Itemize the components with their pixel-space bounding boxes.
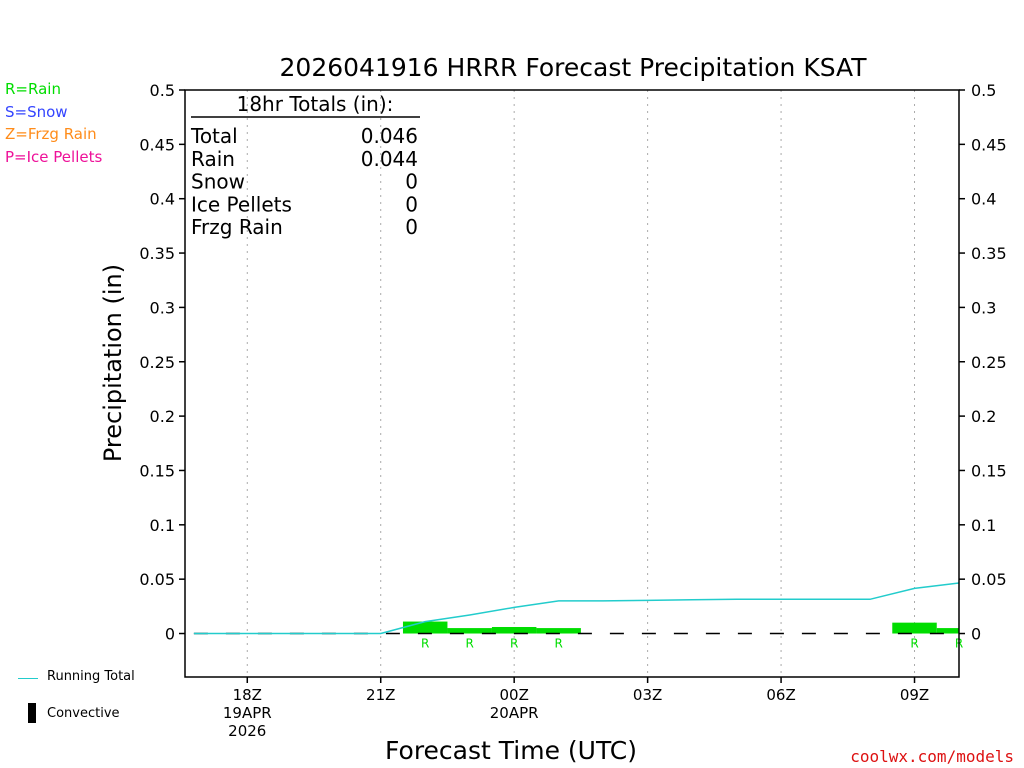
legend-ice-pellets: P=Ice Pellets — [5, 148, 103, 166]
precip-bar-3 — [536, 628, 581, 634]
type-marker-0: R — [421, 637, 429, 651]
convective-swatch — [28, 703, 36, 723]
y-axis-right: 0 0.05 0.1 0.15 0.2 0.25 0.3 0.35 0.4 0.45 0.5 — [959, 81, 1007, 644]
y-tick-label-left-0: 0 — [165, 625, 175, 644]
y-tick-label-left-5: 0.25 — [139, 353, 175, 372]
y-tick-label-left-1: 0.05 — [139, 570, 175, 589]
totals-heading: 18hr Totals (in): — [237, 92, 394, 116]
y-tick-label-left-6: 0.3 — [150, 298, 175, 317]
legend-running-total: Running Total — [47, 669, 135, 684]
running-total-line — [193, 582, 960, 635]
precip-bar-5 — [936, 628, 959, 634]
y-tick-label-left-4: 0.2 — [150, 407, 175, 426]
y-tick-label-left-8: 0.4 — [150, 190, 175, 209]
x-tick-label-5-0: 09Z — [900, 686, 929, 704]
legend-rain: R=Rain — [5, 80, 61, 98]
y-tick-label-right-10: 0.5 — [971, 81, 996, 100]
chart-title: 2026041916 HRRR Forecast Precipitation K… — [280, 53, 868, 82]
precip-bar-1 — [447, 628, 492, 634]
y-tick-label-right-1: 0.05 — [971, 570, 1007, 589]
y-tick-label-left-2: 0.1 — [150, 516, 175, 535]
totals-row-value-3: 0 — [405, 192, 418, 216]
legend-convective: Convective — [47, 706, 120, 721]
y-tick-label-left-9: 0.45 — [139, 135, 175, 154]
y-tick-label-right-0: 0 — [971, 625, 981, 644]
y-tick-label-right-9: 0.45 — [971, 135, 1007, 154]
totals-box: 18hr Totals (in): Total 0.046 Rain 0.044 Snow… — [190, 92, 420, 239]
running-total-swatch — [18, 678, 38, 679]
running-total-series — [193, 582, 960, 635]
x-axis-label: Forecast Time (UTC) — [385, 736, 637, 765]
x-tick-label-3-0: 03Z — [633, 686, 662, 704]
y-axis-label: Precipitation (in) — [99, 264, 127, 462]
y-tick-label-right-5: 0.25 — [971, 353, 1007, 372]
x-tick-label-1-0: 21Z — [366, 686, 395, 704]
totals-row-value-2: 0 — [405, 170, 418, 194]
plot-frame — [184, 89, 960, 678]
y-tick-label-right-3: 0.15 — [971, 461, 1007, 480]
totals-row-label-4: Frzg Rain — [191, 215, 283, 239]
credit-text: coolwx.com/models — [850, 747, 1014, 766]
y-tick-label-left-3: 0.15 — [139, 461, 175, 480]
legend-snow: S=Snow — [5, 103, 68, 121]
precip-bar-2 — [491, 626, 537, 634]
totals-row-value-1: 0.044 — [361, 147, 418, 171]
precip-bar-4 — [892, 622, 937, 634]
y-axis-left: 0 0.05 0.1 0.15 0.2 0.25 0.3 0.35 0.4 0.45 0.5 — [139, 81, 185, 644]
totals-row-label-1: Rain — [191, 147, 235, 171]
type-marker-4: R — [910, 637, 918, 651]
y-tick-label-left-7: 0.35 — [139, 244, 175, 263]
x-tick-label-2-0: 00Z — [499, 686, 528, 704]
x-tick-label-2-1: 20APR — [490, 704, 539, 722]
totals-row-value-0: 0.046 — [361, 124, 418, 148]
totals-row-value-4: 0 — [405, 215, 418, 239]
x-tick-label-0-0: 18Z — [233, 686, 262, 704]
totals-row-label-0: Total — [190, 124, 238, 148]
type-marker-1: R — [466, 637, 474, 651]
x-tick-label-4-0: 06Z — [766, 686, 795, 704]
totals-row-label-3: Ice Pellets — [191, 192, 292, 216]
type-marker-2: R — [510, 637, 518, 651]
y-tick-label-right-8: 0.4 — [971, 190, 996, 209]
y-tick-label-left-10: 0.5 — [150, 81, 175, 100]
type-marker-3: R — [554, 637, 562, 651]
precip-bars — [402, 621, 959, 634]
legend-frzg-rain: Z=Frzg Rain — [5, 125, 97, 143]
grid-lines — [246, 90, 916, 677]
precip-bar-0 — [402, 621, 448, 634]
y-tick-label-right-2: 0.1 — [971, 516, 996, 535]
y-tick-label-right-4: 0.2 — [971, 407, 996, 426]
x-tick-label-0-1: 19APR — [223, 704, 272, 722]
y-tick-label-right-7: 0.35 — [971, 244, 1007, 263]
y-tick-label-right-6: 0.3 — [971, 298, 996, 317]
x-tick-label-0-2: 2026 — [228, 722, 266, 740]
totals-row-label-2: Snow — [191, 170, 245, 194]
